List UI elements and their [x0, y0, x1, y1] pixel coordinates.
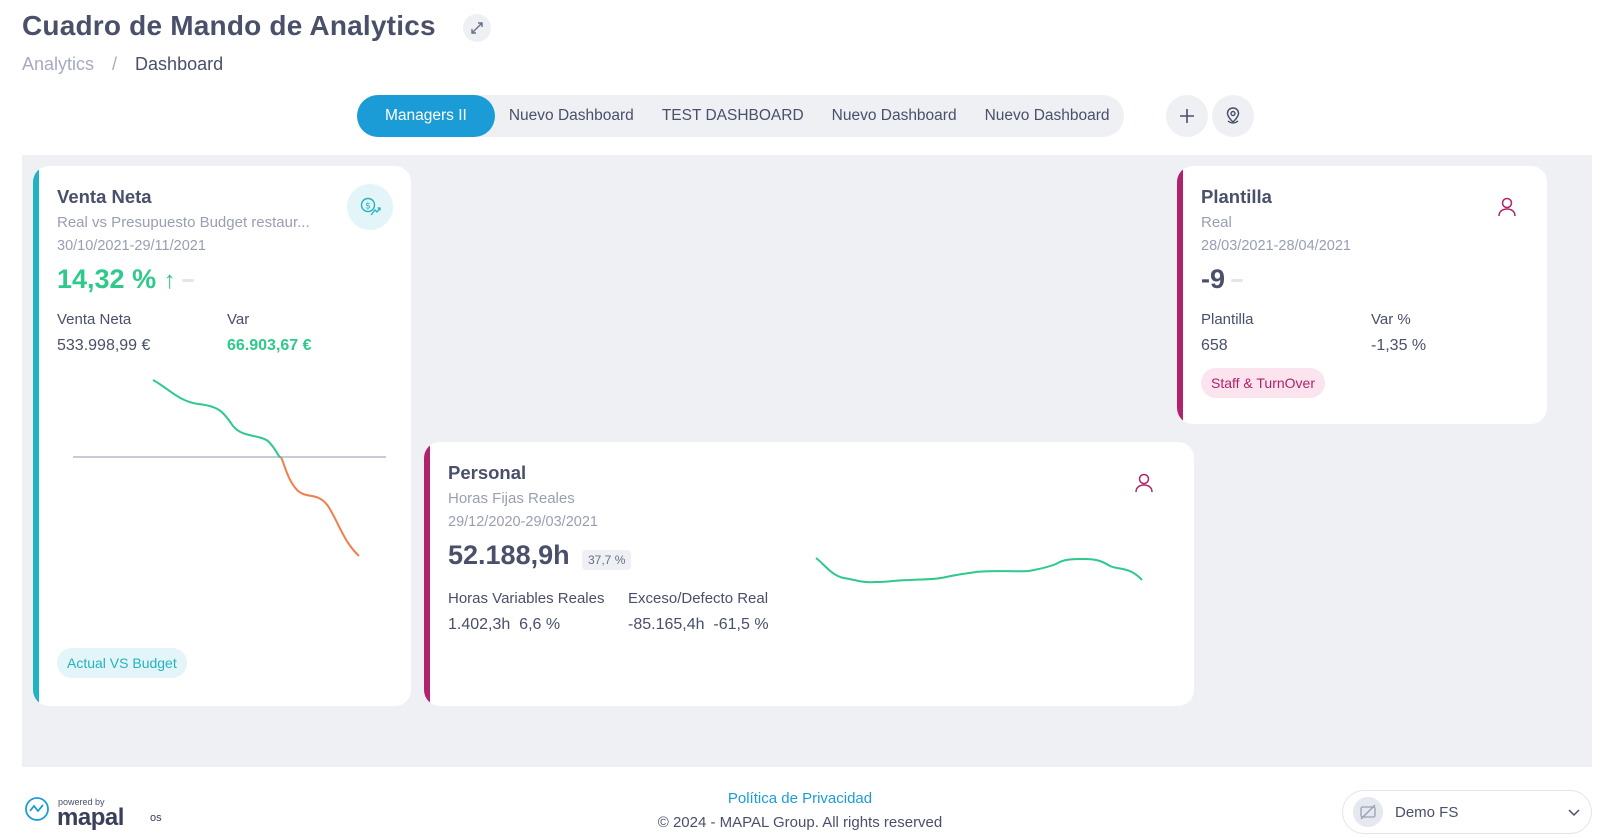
- percent-value: 6,6 %: [519, 616, 561, 633]
- money-trend-icon: $: [360, 197, 381, 216]
- metric-value: 1.402,3h 6,6 %: [448, 616, 560, 634]
- brand-suffix: os: [150, 812, 162, 824]
- kpi-dash: [181, 279, 194, 283]
- kpi-dash: [1231, 279, 1244, 283]
- personal-sparkline: [815, 557, 1143, 584]
- expand-icon: [471, 22, 483, 34]
- tab-nuevo-dashboard-1[interactable]: Nuevo Dashboard: [508, 107, 634, 124]
- var-label: Exceso/Defecto Real: [628, 590, 769, 607]
- card-subtitle: Real vs Presupuesto Budget restaur...: [57, 214, 310, 231]
- metric-label: Plantilla: [1201, 311, 1254, 328]
- card-subtitle: Horas Fijas Reales: [448, 490, 575, 507]
- metric-label: Horas Variables Reales: [448, 590, 605, 607]
- personal-icon-button[interactable]: [1121, 460, 1167, 506]
- personal-card[interactable]: Personal Horas Fijas Reales 29/12/2020-2…: [424, 442, 1194, 706]
- card-accent: [424, 442, 430, 706]
- trend-up-icon: ↑: [163, 267, 176, 294]
- hours-value: 1.402,3h: [448, 616, 511, 633]
- breadcrumb: Analytics / Dashboard: [22, 54, 223, 75]
- kpi-value: -9: [1201, 264, 1244, 295]
- metric-label: Venta Neta: [57, 311, 132, 328]
- tab-nuevo-dashboard-2[interactable]: Nuevo Dashboard: [831, 107, 957, 124]
- hours-value: -85.165,4h: [628, 616, 705, 633]
- person-icon: [1135, 473, 1153, 493]
- metric-value: 658: [1201, 337, 1228, 354]
- brand-logo: [24, 796, 50, 822]
- kpi-badge: 37,7 %: [582, 550, 632, 570]
- kpi-number: -9: [1201, 264, 1226, 294]
- tab-test-dashboard[interactable]: TEST DASHBOARD: [661, 107, 804, 124]
- card-date: 28/03/2021-28/04/2021: [1201, 238, 1351, 254]
- venta-sparkline: [73, 379, 386, 557]
- dashboard-canvas: Venta Neta Real vs Presupuesto Budget re…: [22, 155, 1592, 767]
- plantilla-icon-button[interactable]: [1484, 184, 1530, 230]
- card-date: 30/10/2021-29/11/2021: [57, 238, 206, 254]
- page-title: Cuadro de Mando de Analytics: [22, 10, 436, 41]
- person-icon: [1498, 197, 1516, 217]
- chevron-down-icon: [1568, 809, 1580, 817]
- metric-value: 533.998,99 €: [57, 337, 151, 354]
- card-title: Personal: [448, 462, 527, 483]
- dashboard-tabs: Managers II Nuevo Dashboard TEST DASHBOA…: [357, 95, 1124, 137]
- add-tab-button[interactable]: [1166, 95, 1208, 137]
- user-select[interactable]: Demo FS: [1342, 790, 1592, 834]
- card-accent: [1177, 166, 1183, 424]
- percent-value: -61,5 %: [713, 616, 769, 633]
- no-image-icon: [1360, 804, 1376, 820]
- mapal-logo-icon: [25, 797, 49, 821]
- privacy-link[interactable]: Política de Privacidad: [727, 790, 873, 807]
- card-accent: [33, 166, 39, 706]
- expand-button[interactable]: [463, 14, 491, 42]
- hours-line: [815, 557, 1143, 584]
- tag-chip[interactable]: Actual VS Budget: [57, 648, 187, 678]
- breadcrumb-separator: /: [112, 54, 118, 74]
- plus-icon: [1180, 109, 1194, 123]
- copyright-text: © 2024 - MAPAL Group. All rights reserve…: [657, 814, 943, 831]
- var-value: -85.165,4h -61,5 %: [628, 616, 769, 634]
- actual-line-above: [152, 379, 282, 459]
- kpi-value: 14,32 % ↑: [57, 264, 194, 295]
- user-name: Demo FS: [1395, 803, 1459, 821]
- card-title: Venta Neta: [57, 186, 152, 207]
- var-value: 66.903,67 €: [227, 337, 312, 354]
- powered-by-text: powered by: [58, 797, 105, 807]
- venta-icon-button[interactable]: $: [347, 184, 393, 230]
- plantilla-card[interactable]: Plantilla Real 28/03/2021-28/04/2021 -9 …: [1177, 166, 1547, 424]
- breadcrumb-dashboard: Dashboard: [135, 54, 224, 74]
- svg-text:$: $: [365, 202, 371, 212]
- breadcrumb-analytics[interactable]: Analytics: [22, 54, 95, 74]
- tab-nuevo-dashboard-3[interactable]: Nuevo Dashboard: [984, 107, 1110, 124]
- card-date: 29/12/2020-29/03/2021: [448, 514, 598, 530]
- venta-neta-card[interactable]: Venta Neta Real vs Presupuesto Budget re…: [33, 166, 411, 706]
- kpi-percent: 14,32 %: [57, 264, 157, 294]
- var-value: -1,35 %: [1371, 337, 1427, 354]
- card-subtitle: Real: [1201, 214, 1232, 231]
- avatar: [1353, 797, 1383, 827]
- var-label: Var: [227, 311, 250, 328]
- location-pin-icon: [1226, 107, 1240, 124]
- brand-name: mapal: [57, 804, 124, 831]
- card-title: Plantilla: [1201, 186, 1272, 207]
- tag-chip[interactable]: Staff & TurnOver: [1201, 368, 1326, 398]
- kpi-value: 52.188,9h: [448, 540, 570, 570]
- tab-managers-ii[interactable]: Managers II: [357, 95, 495, 137]
- actual-line-below: [280, 456, 360, 557]
- var-label: Var %: [1371, 311, 1411, 328]
- location-button[interactable]: [1212, 95, 1254, 137]
